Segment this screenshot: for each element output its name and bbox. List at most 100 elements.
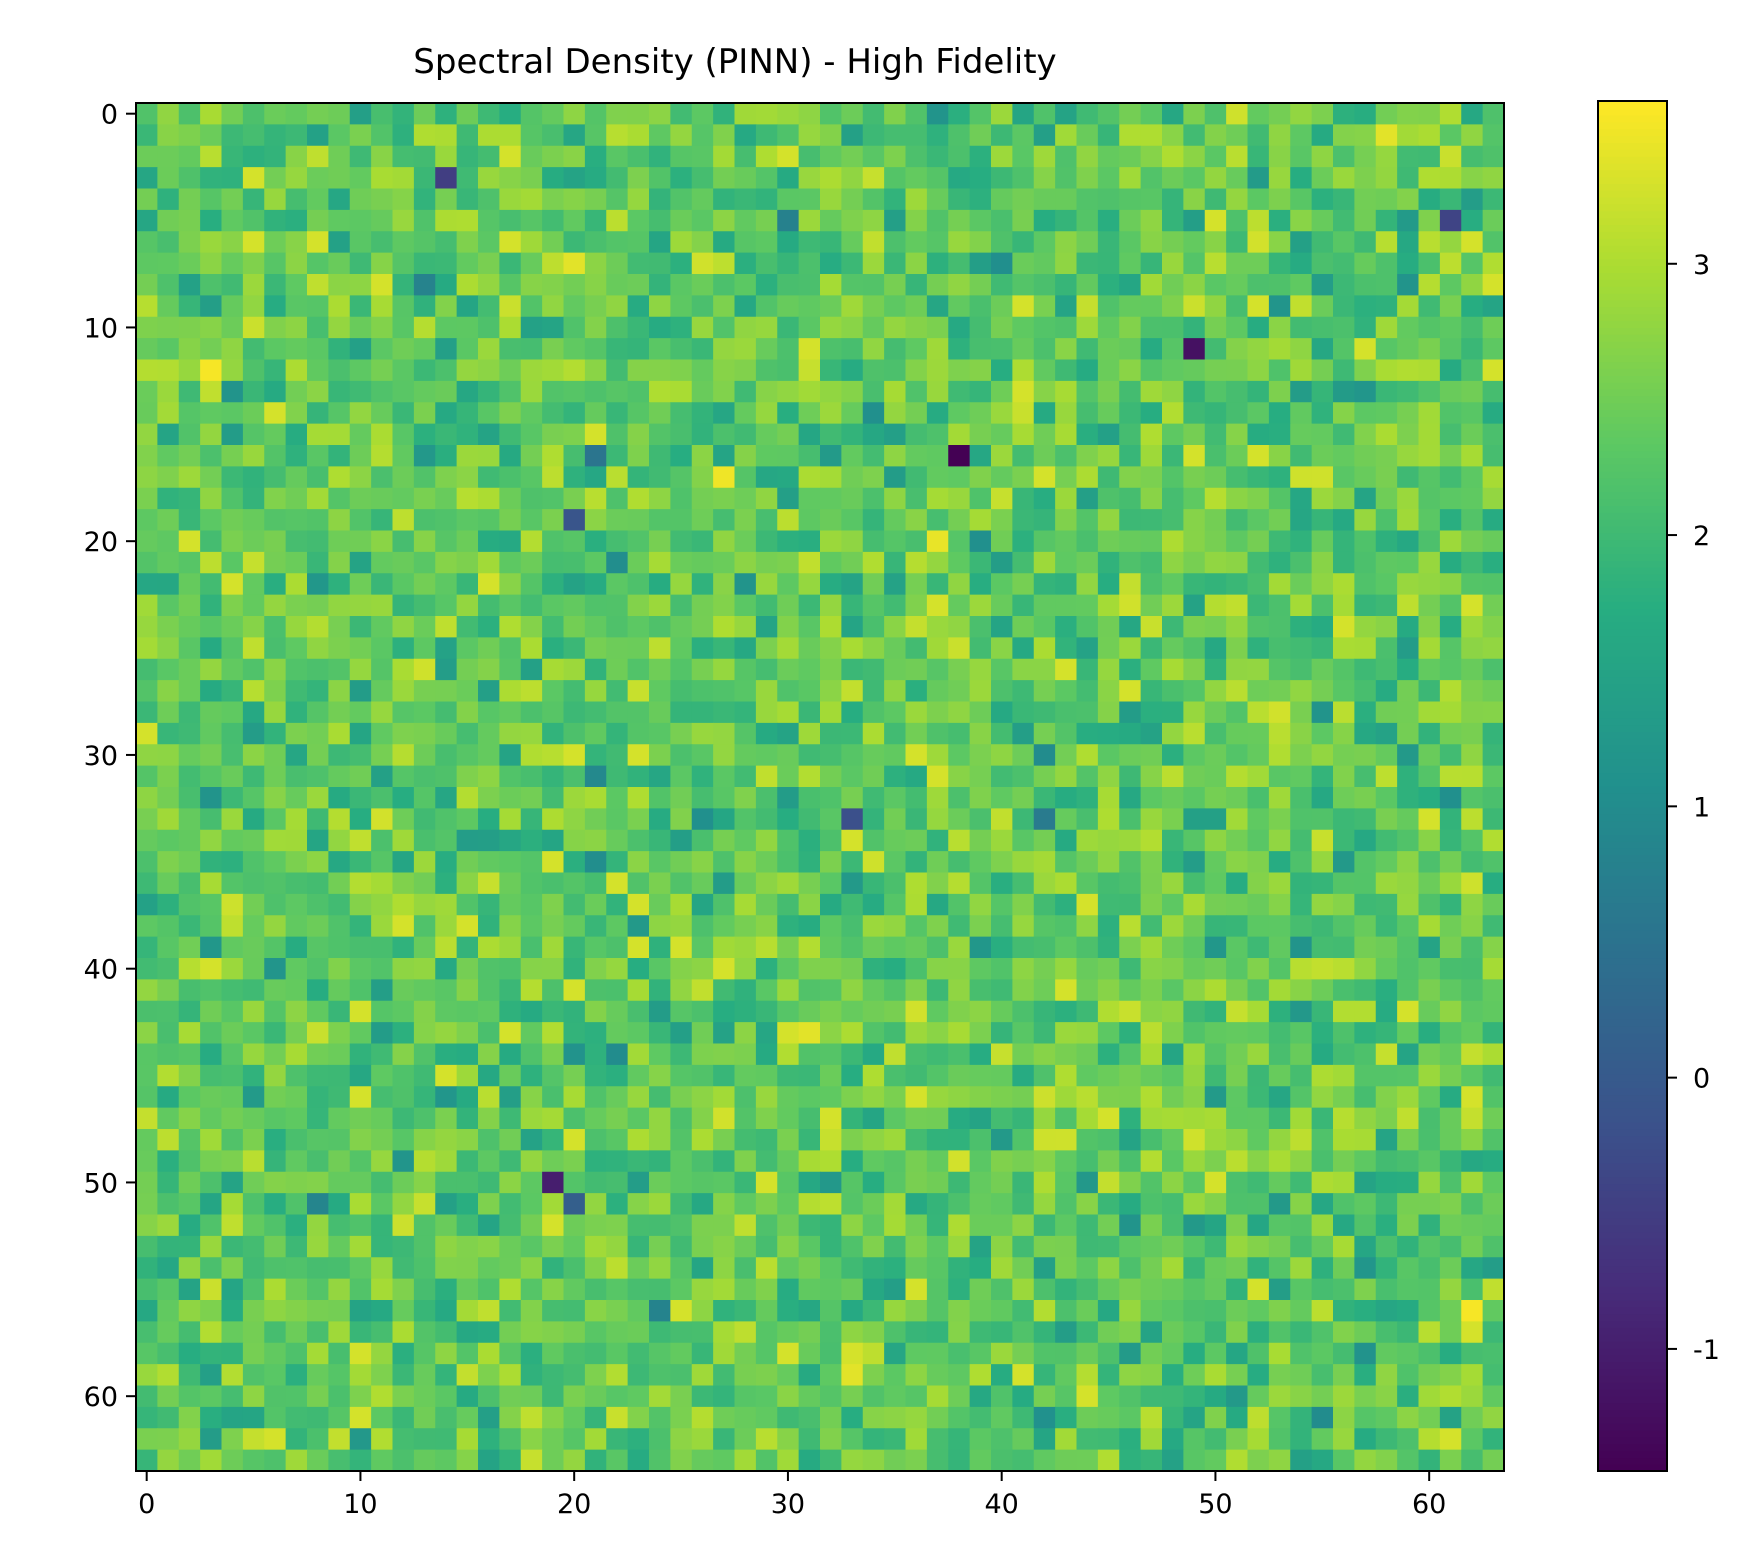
heatmap-cell xyxy=(349,1321,372,1344)
heatmap-cell xyxy=(456,274,479,296)
heatmap-cell xyxy=(1290,551,1313,574)
heatmap-cell xyxy=(862,1428,885,1451)
heatmap-cell xyxy=(969,1278,992,1301)
heatmap-cell xyxy=(713,530,736,553)
heatmap-cell xyxy=(328,402,351,425)
heatmap-cell xyxy=(584,487,607,510)
heatmap-cell xyxy=(264,637,287,660)
heatmap-cell xyxy=(1162,787,1184,809)
heatmap-cell xyxy=(413,209,436,232)
heatmap-cell xyxy=(456,637,479,660)
heatmap-cell xyxy=(563,103,586,125)
heatmap-cell xyxy=(499,1107,522,1130)
heatmap-cell xyxy=(1183,658,1206,681)
heatmap-cell xyxy=(328,188,351,211)
heatmap-cell xyxy=(307,295,329,318)
heatmap-cell xyxy=(200,509,223,532)
colorbar-step xyxy=(1598,717,1667,726)
colorbar-step xyxy=(1598,813,1667,822)
heatmap-cell xyxy=(1140,423,1163,446)
y-tick-label: 30 xyxy=(84,741,118,772)
heatmap-cell xyxy=(307,1428,329,1451)
heatmap-cell xyxy=(1140,1235,1163,1258)
heatmap-cell xyxy=(777,316,800,339)
heatmap-cell xyxy=(1461,765,1484,788)
heatmap-cell xyxy=(478,1214,500,1237)
heatmap-cell xyxy=(1311,145,1334,168)
heatmap-cell xyxy=(1290,808,1313,831)
heatmap-cell xyxy=(1033,701,1056,724)
heatmap-cell xyxy=(841,1449,864,1472)
heatmap-cell xyxy=(371,274,394,296)
colorbar-step xyxy=(1598,1320,1667,1328)
heatmap-cell xyxy=(435,274,458,296)
heatmap-cell xyxy=(862,252,885,275)
heatmap-cell xyxy=(734,359,757,382)
heatmap-cell xyxy=(1461,1321,1484,1344)
heatmap-cell xyxy=(1268,872,1291,895)
colorbar-step xyxy=(1598,1142,1667,1150)
colorbar-step xyxy=(1598,1327,1667,1335)
heatmap-cell xyxy=(1375,1235,1398,1258)
heatmap-cell xyxy=(713,167,736,190)
heatmap-cell xyxy=(820,958,842,980)
heatmap-cell xyxy=(670,637,693,660)
heatmap-cell xyxy=(1311,637,1334,660)
heatmap-cell xyxy=(307,1064,329,1087)
heatmap-cell xyxy=(1290,103,1313,125)
heatmap-cell xyxy=(157,744,180,767)
heatmap-cell xyxy=(456,1086,479,1109)
heatmap-cell xyxy=(1076,1385,1099,1408)
heatmap-cell xyxy=(478,872,500,895)
heatmap-cell xyxy=(1226,872,1249,895)
heatmap-cell xyxy=(1247,1000,1270,1023)
heatmap-cell xyxy=(1055,1235,1078,1258)
heatmap-cell xyxy=(948,958,971,980)
colorbar-step xyxy=(1598,1306,1667,1315)
heatmap-cell xyxy=(478,1257,500,1280)
heatmap-cell xyxy=(884,1043,907,1066)
colorbar-step xyxy=(1598,669,1667,678)
heatmap-cell xyxy=(242,145,265,168)
heatmap-cell xyxy=(905,402,928,425)
heatmap-cell xyxy=(499,765,522,788)
heatmap-cell xyxy=(1354,509,1377,532)
heatmap-cell xyxy=(520,423,543,446)
heatmap-cell xyxy=(264,551,287,574)
heatmap-cell xyxy=(520,1364,543,1387)
heatmap-cell xyxy=(1333,359,1355,382)
heatmap-cell xyxy=(1162,616,1184,638)
heatmap-cell xyxy=(1482,1257,1505,1280)
heatmap-cell xyxy=(371,594,394,617)
heatmap-cell xyxy=(1354,1364,1377,1387)
heatmap-cell xyxy=(1290,936,1313,959)
heatmap-cell xyxy=(841,1086,864,1109)
heatmap-cell xyxy=(1119,744,1142,767)
heatmap-cell xyxy=(563,765,586,788)
heatmap-cell xyxy=(862,1300,885,1322)
heatmap-cell xyxy=(862,573,885,596)
heatmap-cell xyxy=(905,1364,928,1387)
heatmap-cell xyxy=(584,252,607,275)
heatmap-cell xyxy=(392,1449,415,1472)
heatmap-cell xyxy=(136,1214,158,1237)
heatmap-cell xyxy=(200,316,223,339)
colorbar-step xyxy=(1598,642,1667,650)
heatmap-cell xyxy=(456,445,479,467)
heatmap-cell xyxy=(1226,1107,1249,1130)
heatmap-cell xyxy=(991,1214,1013,1237)
heatmap-cell xyxy=(584,915,607,938)
heatmap-cell xyxy=(349,1150,372,1173)
heatmap-cell xyxy=(606,103,629,125)
heatmap-cell xyxy=(841,765,864,788)
heatmap-cell xyxy=(136,316,158,339)
heatmap-cell xyxy=(948,1064,971,1087)
heatmap-cell xyxy=(563,893,586,916)
heatmap-cell xyxy=(349,316,372,339)
heatmap-cell xyxy=(862,808,885,831)
heatmap-cell xyxy=(713,808,736,831)
heatmap-cell xyxy=(1076,1022,1099,1045)
heatmap-cell xyxy=(1375,316,1398,339)
heatmap-cell xyxy=(1055,551,1078,574)
heatmap-cell xyxy=(1076,616,1099,638)
